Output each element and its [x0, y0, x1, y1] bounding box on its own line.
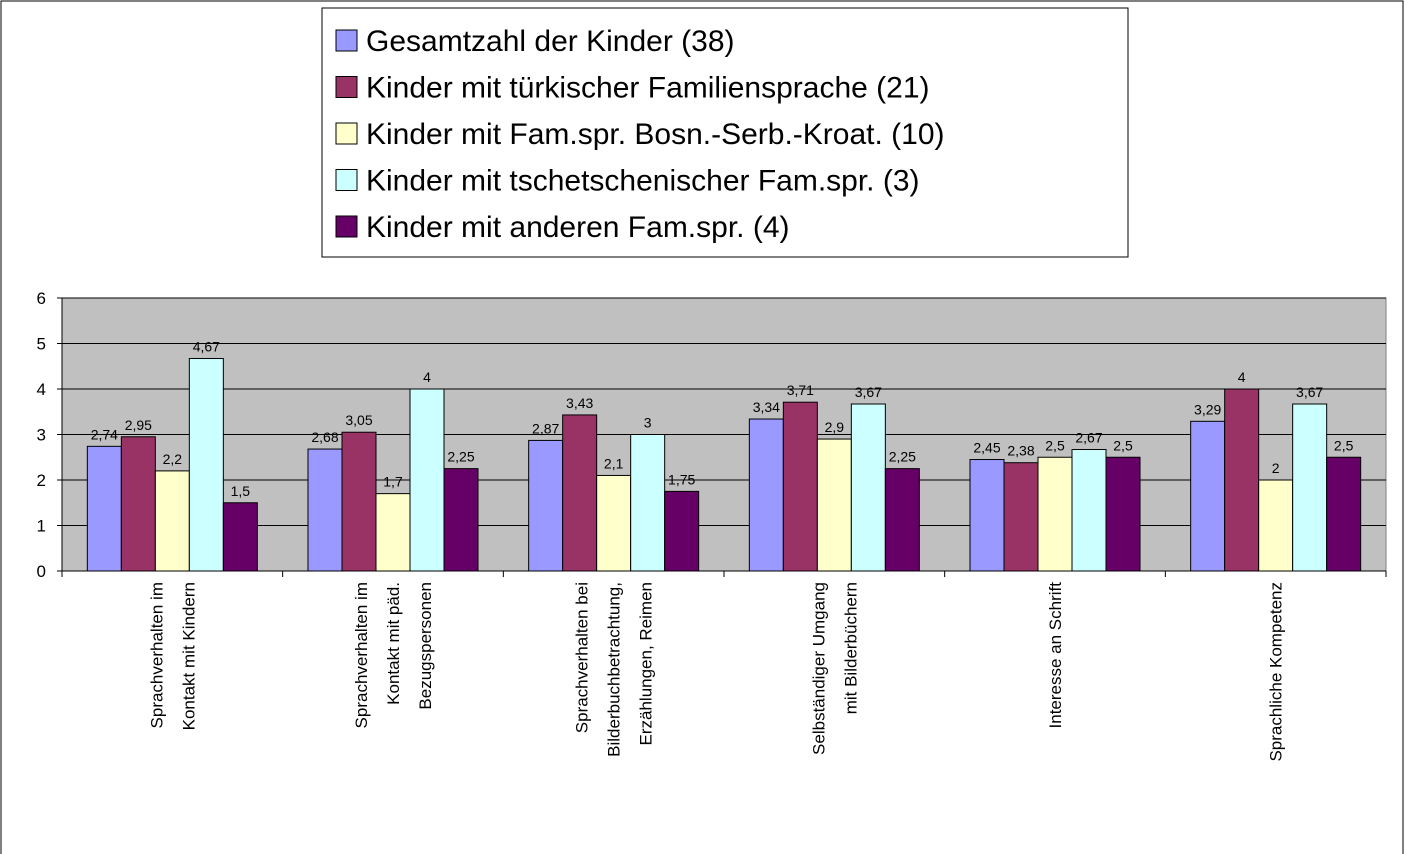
x-tick-label: Selbständiger Umgang	[809, 582, 828, 755]
bar	[884, 468, 920, 572]
data-label: 2	[1272, 460, 1280, 476]
data-label: 3,71	[787, 382, 814, 398]
bar	[307, 448, 343, 572]
data-label: 3,34	[753, 399, 780, 415]
legend-label: Kinder mit Fam.spr. Bosn.-Serb.-Kroat. (…	[366, 118, 945, 151]
x-tick-label: Sprachliche Kompetenz	[1267, 582, 1286, 762]
bar	[1190, 420, 1226, 572]
data-label: 2,5	[1334, 437, 1354, 453]
y-tick-label: 5	[37, 335, 46, 354]
bar	[341, 431, 377, 572]
legend-swatch	[335, 76, 358, 98]
bar	[1105, 456, 1141, 572]
bar	[1037, 456, 1073, 572]
data-label: 3,05	[345, 412, 372, 428]
data-label: 2,5	[1045, 437, 1065, 453]
bar	[188, 358, 224, 572]
bar	[86, 445, 122, 572]
legend-label: Kinder mit anderen Fam.spr. (4)	[366, 211, 790, 244]
data-label: 2,2	[163, 451, 183, 467]
data-label: 3,29	[1194, 401, 1221, 417]
y-tick-label: 6	[37, 289, 46, 308]
data-label: 4,67	[193, 339, 220, 355]
bar	[1326, 456, 1362, 572]
legend-box	[321, 7, 1129, 258]
bar	[443, 468, 479, 572]
x-tick-label: Sprachverhalten bei	[573, 582, 592, 733]
data-label: 3	[644, 415, 652, 431]
bar	[528, 439, 564, 572]
bar	[409, 388, 445, 572]
data-label: 2,45	[973, 440, 1000, 456]
bar	[969, 459, 1005, 572]
y-tick-label: 4	[37, 380, 46, 399]
bar	[1258, 479, 1294, 572]
bar	[1292, 403, 1328, 572]
x-tick-label: Sprachverhalten im	[352, 582, 371, 728]
legend-swatch	[335, 169, 358, 191]
data-label: 2,74	[91, 426, 118, 442]
x-tick-label: Interesse an Schrift	[1046, 582, 1065, 729]
bar	[748, 418, 784, 572]
legend-swatch	[335, 215, 358, 238]
legend-swatch	[335, 29, 358, 52]
x-tick-label: Erzählungen, Reimen	[637, 582, 656, 745]
data-label: 4	[423, 369, 431, 385]
data-label: 2,25	[447, 449, 474, 465]
bar	[120, 436, 156, 572]
x-tick-label: Kontakt mit päd.	[384, 582, 403, 705]
data-label: 2,5	[1113, 437, 1133, 453]
x-tick-label: Sprachverhalten im	[147, 582, 166, 728]
x-tick-label: Bezugspersonen	[416, 582, 435, 710]
y-tick-label: 1	[37, 517, 46, 536]
data-label: 3,67	[855, 384, 882, 400]
data-label: 3,43	[566, 395, 593, 411]
bar	[630, 434, 666, 572]
data-label: 1,75	[668, 471, 695, 487]
data-label: 2,87	[532, 420, 559, 436]
bar	[596, 474, 632, 572]
legend-label: Kinder mit türkischer Familiensprache (2…	[366, 72, 930, 105]
data-label: 2,67	[1075, 430, 1102, 446]
y-tick-label: 0	[37, 562, 46, 581]
bar	[850, 403, 886, 572]
data-label: 3,67	[1296, 384, 1323, 400]
legend-label: Gesamtzahl der Kinder (38)	[366, 25, 735, 58]
bar	[154, 470, 190, 572]
x-tick-label: Bilderbuchbetrachtung,	[605, 582, 624, 757]
data-label: 2,38	[1007, 443, 1034, 459]
bar	[664, 490, 700, 572]
data-label: 2,9	[825, 419, 845, 435]
x-tick-label: mit Bilderbüchern	[841, 582, 860, 714]
legend-label: Kinder mit tschetschenischer Fam.spr. (3…	[366, 165, 920, 198]
data-label: 2,68	[311, 429, 338, 445]
y-tick-label: 2	[37, 471, 46, 490]
y-tick-label: 3	[37, 426, 46, 445]
bar	[562, 414, 598, 572]
legend-swatch	[335, 122, 358, 145]
bar	[816, 438, 852, 572]
x-tick-label: Kontakt mit Kindern	[179, 582, 198, 730]
data-label: 2,95	[125, 417, 152, 433]
data-label: 1,7	[383, 474, 403, 490]
bar	[222, 502, 258, 572]
data-label: 2,1	[604, 455, 624, 471]
bar	[1071, 449, 1107, 572]
bar	[375, 493, 411, 572]
bar	[782, 401, 818, 572]
data-label: 2,25	[889, 449, 916, 465]
bar	[1003, 462, 1039, 572]
data-label: 1,5	[231, 483, 251, 499]
bar	[1224, 388, 1260, 572]
data-label: 4	[1238, 369, 1246, 385]
